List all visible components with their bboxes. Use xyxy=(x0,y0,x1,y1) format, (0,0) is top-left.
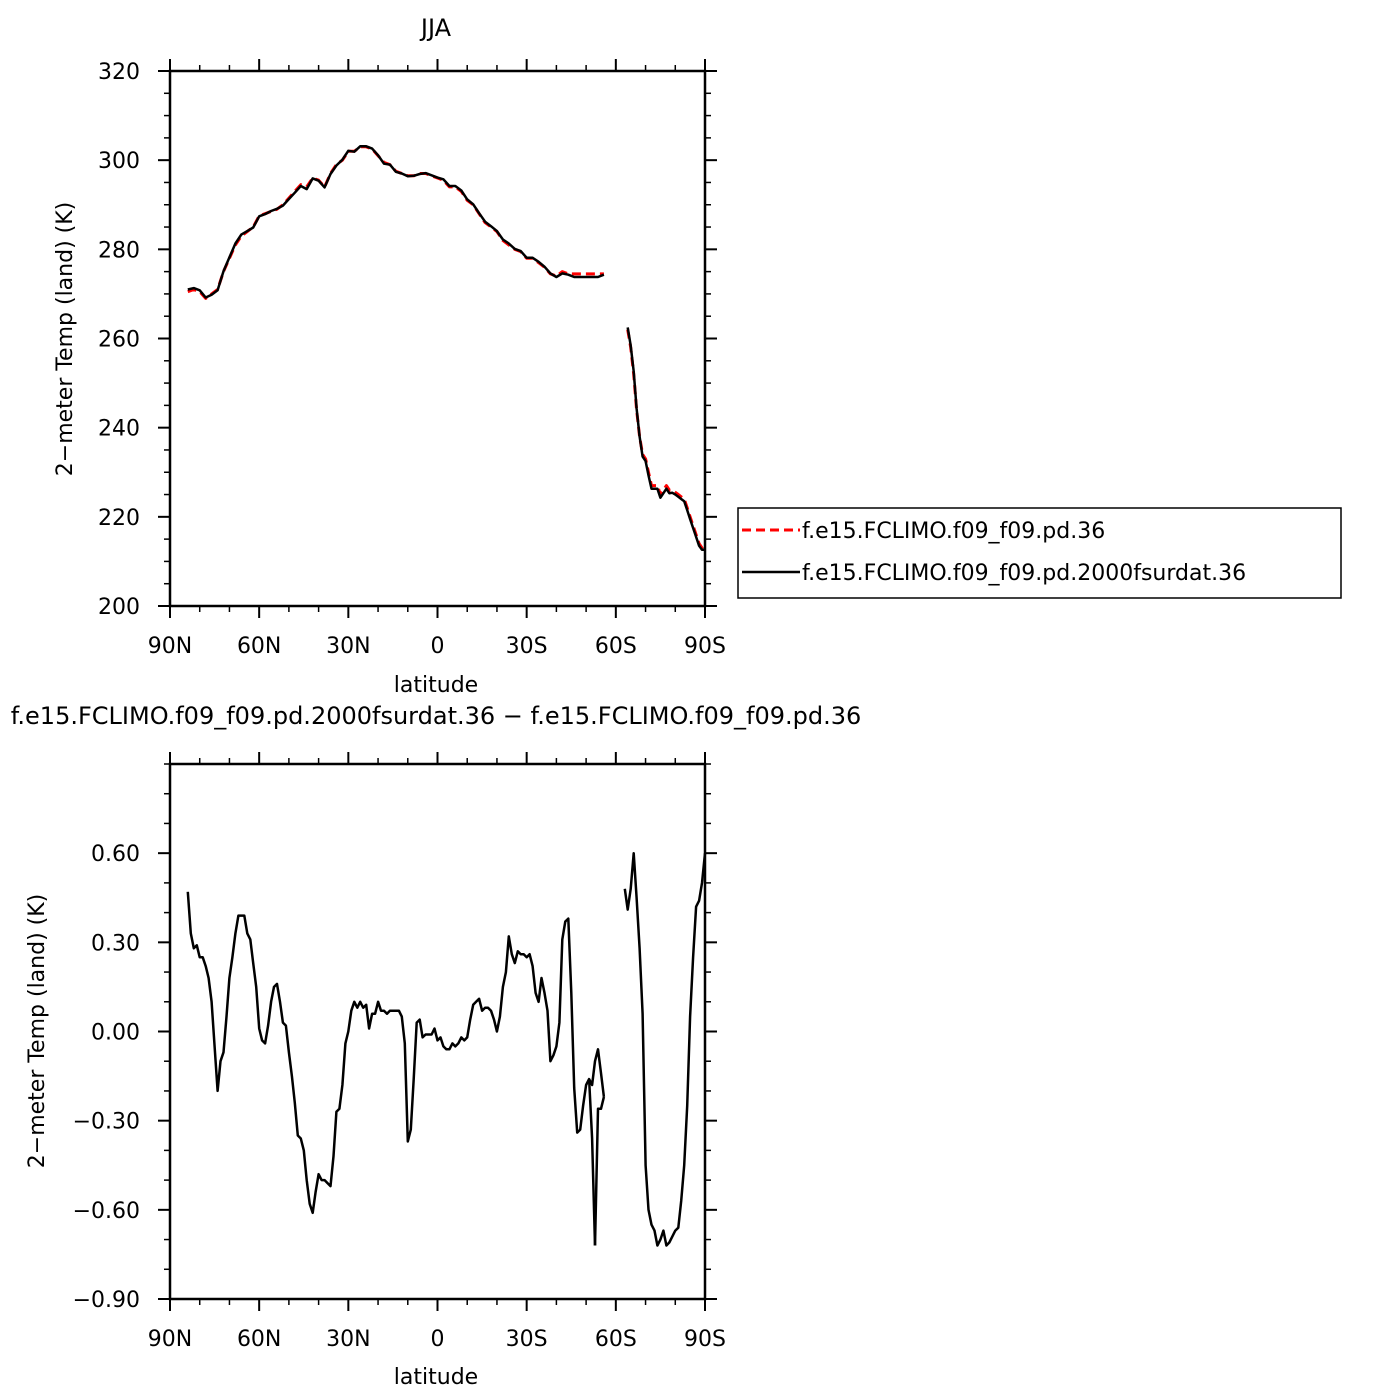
bottom-plot-title: f.e15.FCLIMO.f09_f09.pd.2000fsurdat.36 −… xyxy=(11,702,862,730)
bottom-x-tick-label: 90N xyxy=(148,1327,192,1352)
bottom-plot: f.e15.FCLIMO.f09_f09.pd.2000fsurdat.36 −… xyxy=(11,702,862,1390)
bottom-x-tick-label: 90S xyxy=(684,1327,726,1352)
bottom-plot-axes: 90N 60N 30N 0 30S 60S 90S −0.90 −0.60 −0.30 0.00 0.… xyxy=(73,752,726,1352)
top-plot-ylabel: 2−meter Temp (land) (K) xyxy=(53,202,78,476)
top-series-2-segment-1 xyxy=(187,145,605,299)
top-y-tick-label: 200 xyxy=(98,595,140,620)
top-plot-frame xyxy=(168,69,707,608)
top-series-1-segment-1 xyxy=(187,145,604,300)
bottom-x-tick-label: 60S xyxy=(595,1327,637,1352)
top-y-tick-label: 280 xyxy=(98,238,140,263)
bottom-y-tick-label: −0.90 xyxy=(73,1288,140,1313)
top-x-tick-label: 90N xyxy=(148,634,192,659)
top-plot-xlabel: latitude xyxy=(394,673,478,698)
bottom-x-tick-label: 30S xyxy=(506,1327,548,1352)
bottom-plot-lines xyxy=(186,851,707,1247)
legend: f.e15.FCLIMO.f09_f09.pd.36 f.e15.FCLIMO.… xyxy=(737,507,1342,599)
bottom-y-tick-label: −0.30 xyxy=(73,1110,140,1135)
bottom-y-tick-label: 0.30 xyxy=(91,931,140,956)
bottom-x-tick-label: 30N xyxy=(326,1327,370,1352)
top-plot-axes: 90N 60N 30N 0 30S 60S 90S 200 220 240 260 280 300 320 xyxy=(98,59,726,659)
bottom-x-tick-label: 0 xyxy=(431,1327,445,1352)
top-y-tick-label: 320 xyxy=(98,60,140,85)
top-x-tick-label: 30N xyxy=(326,634,370,659)
top-x-tick-label: 90S xyxy=(684,634,726,659)
top-x-tick-label: 0 xyxy=(431,634,445,659)
bottom-series-1-segment-2 xyxy=(593,1096,606,1246)
top-x-tick-label: 60S xyxy=(595,634,637,659)
legend-box xyxy=(737,507,1342,599)
top-y-tick-label: 240 xyxy=(98,417,140,442)
bottom-series-1-segment-4 xyxy=(623,851,707,1247)
bottom-y-tick-label: −0.60 xyxy=(73,1199,140,1224)
bottom-plot-ylabel: 2−meter Temp (land) (K) xyxy=(25,894,50,1168)
top-x-tick-label: 30S xyxy=(506,634,548,659)
bottom-plot-xlabel: latitude xyxy=(394,1365,478,1390)
top-plot-lines xyxy=(187,145,707,554)
bottom-y-tick-label: 0.00 xyxy=(91,1021,140,1046)
top-x-tick-label: 60N xyxy=(237,634,281,659)
top-plot: JJA 90N 60N 30N 0 30S 60S 90S 200 220 240 260 280 30… xyxy=(53,14,726,698)
bottom-plot-frame xyxy=(168,762,707,1301)
top-plot-title: JJA xyxy=(419,14,452,42)
legend-label-series-1: f.e15.FCLIMO.f09_f09.pd.36 xyxy=(802,519,1105,544)
bottom-x-tick-label: 60N xyxy=(237,1327,281,1352)
top-y-tick-label: 220 xyxy=(98,506,140,531)
top-y-tick-label: 260 xyxy=(98,328,140,353)
bottom-y-tick-label: 0.60 xyxy=(91,842,140,867)
legend-label-series-2: f.e15.FCLIMO.f09_f09.pd.2000fsurdat.36 xyxy=(802,561,1246,586)
bottom-series-1-segment-3 xyxy=(587,1079,597,1246)
top-series-2-segment-2 xyxy=(626,327,705,552)
bottom-series-1-segment-1 xyxy=(186,891,606,1215)
top-y-tick-label: 300 xyxy=(98,149,140,174)
